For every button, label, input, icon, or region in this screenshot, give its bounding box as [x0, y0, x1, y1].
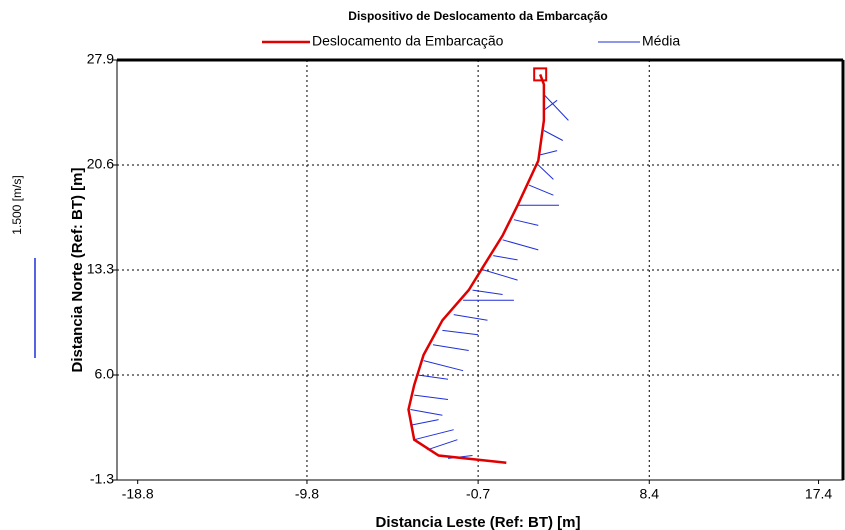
legend-label: Deslocamento da Embarcação	[312, 33, 504, 49]
y-tick-label: 27.9	[87, 51, 114, 67]
x-axis-label: Distancia Leste (Ref: BT) [m]	[375, 514, 580, 530]
legend: Deslocamento da Embarcação Média	[262, 33, 680, 49]
x-tick-label: 17.4	[805, 486, 832, 502]
y-axis-label: Distancia Norte (Ref: BT) [m]	[69, 167, 86, 372]
x-tick-label: -0.7	[466, 486, 490, 502]
end-marker	[533, 67, 548, 82]
x-tick-label: -9.8	[295, 486, 319, 502]
y-tick-label: 6.0	[95, 366, 115, 382]
y-tick-label: 20.6	[87, 156, 114, 172]
scale-label: 1.500 [m/s]	[10, 175, 24, 234]
chart-title: Dispositivo de Deslocamento da Embarcaçã…	[348, 9, 607, 23]
y-tick-label: -1.3	[90, 471, 114, 487]
y-tick-label: 13.3	[87, 261, 114, 277]
x-tick-label: 8.4	[640, 486, 660, 502]
x-tick-label: -18.8	[122, 486, 154, 502]
series-line	[410, 94, 569, 459]
legend-label: Média	[642, 33, 680, 49]
series-line	[407, 73, 546, 464]
